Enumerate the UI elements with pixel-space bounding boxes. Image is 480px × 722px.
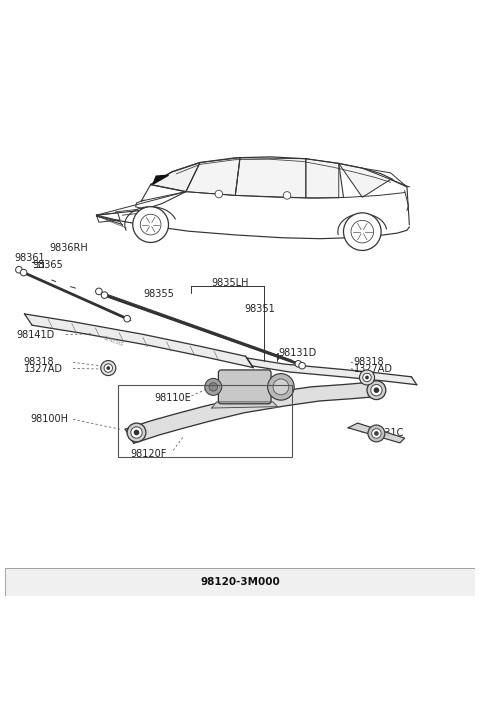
Text: 98361: 98361: [14, 253, 45, 264]
Circle shape: [215, 190, 223, 198]
Bar: [5, 568, 475, 596]
Circle shape: [299, 362, 305, 369]
Circle shape: [368, 425, 385, 442]
FancyBboxPatch shape: [218, 370, 271, 404]
Circle shape: [205, 378, 222, 396]
Circle shape: [371, 385, 382, 396]
Circle shape: [209, 383, 217, 391]
Circle shape: [373, 387, 379, 393]
Circle shape: [124, 316, 131, 322]
Circle shape: [344, 213, 381, 251]
Text: 98120-3M000: 98120-3M000: [200, 577, 280, 587]
Circle shape: [127, 423, 146, 442]
Text: 98351: 98351: [245, 304, 276, 314]
Circle shape: [360, 370, 374, 385]
Polygon shape: [186, 158, 240, 196]
Circle shape: [140, 214, 161, 235]
Polygon shape: [212, 402, 277, 408]
Text: 98365: 98365: [32, 260, 63, 270]
Circle shape: [96, 288, 102, 295]
Circle shape: [268, 373, 294, 400]
Polygon shape: [125, 382, 381, 443]
Text: 98131D: 98131D: [278, 347, 317, 357]
Circle shape: [104, 364, 112, 373]
Circle shape: [107, 366, 110, 370]
Circle shape: [273, 379, 289, 395]
Circle shape: [16, 266, 22, 273]
Circle shape: [101, 292, 108, 298]
Text: 98141D: 98141D: [16, 330, 55, 340]
Bar: [118, 385, 292, 458]
Text: 98355: 98355: [144, 290, 174, 299]
Circle shape: [134, 430, 139, 435]
Text: 98318: 98318: [24, 357, 54, 367]
Polygon shape: [247, 358, 417, 385]
Circle shape: [365, 375, 369, 379]
Polygon shape: [306, 159, 339, 198]
Circle shape: [372, 429, 381, 438]
Circle shape: [20, 269, 27, 276]
Text: 98100H: 98100H: [31, 414, 69, 425]
Text: 9836RH: 9836RH: [49, 243, 88, 253]
Circle shape: [374, 431, 379, 436]
Polygon shape: [348, 423, 405, 443]
Circle shape: [131, 427, 142, 438]
Polygon shape: [339, 163, 391, 197]
Polygon shape: [24, 314, 253, 367]
Polygon shape: [153, 175, 168, 184]
Circle shape: [351, 220, 373, 243]
Text: 1327AD: 1327AD: [24, 363, 62, 373]
Text: 98120F: 98120F: [131, 449, 167, 459]
Circle shape: [363, 373, 371, 382]
Circle shape: [367, 380, 386, 399]
Text: 98131C: 98131C: [366, 427, 404, 438]
Circle shape: [283, 191, 291, 199]
Text: 1327AD: 1327AD: [354, 363, 393, 373]
Circle shape: [133, 206, 168, 243]
Text: 98110E: 98110E: [155, 393, 191, 403]
Polygon shape: [151, 162, 200, 191]
Text: 98318: 98318: [354, 357, 384, 367]
Circle shape: [101, 360, 116, 375]
Circle shape: [295, 360, 301, 367]
Text: GENESIS: GENESIS: [102, 335, 124, 347]
Polygon shape: [235, 158, 306, 198]
Text: 9835LH: 9835LH: [212, 278, 249, 288]
